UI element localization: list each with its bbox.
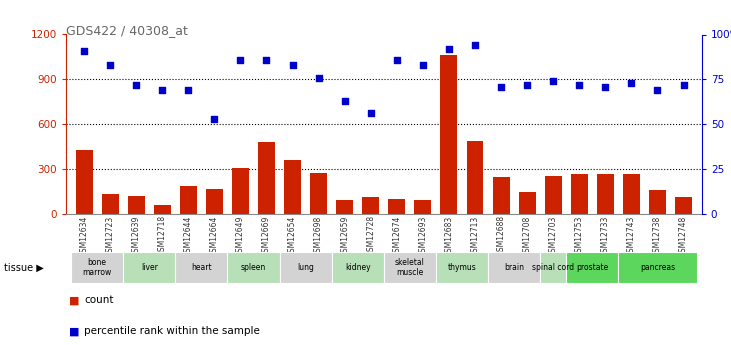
Point xyxy=(548,78,559,84)
Point xyxy=(261,57,273,62)
Point xyxy=(626,80,637,86)
Text: bone
marrow: bone marrow xyxy=(83,258,112,277)
Bar xyxy=(545,176,561,214)
Bar xyxy=(363,197,379,214)
Bar xyxy=(596,174,614,214)
Text: prostate: prostate xyxy=(576,263,608,272)
Point xyxy=(78,48,90,53)
Point xyxy=(417,62,428,68)
Point xyxy=(287,62,298,68)
Text: liver: liver xyxy=(141,263,158,272)
Point xyxy=(651,87,663,93)
Text: spleen: spleen xyxy=(240,263,266,272)
Bar xyxy=(388,199,405,214)
Bar xyxy=(232,168,249,214)
Bar xyxy=(336,200,353,214)
Bar xyxy=(206,189,223,214)
Bar xyxy=(441,56,458,214)
Text: kidney: kidney xyxy=(345,263,371,272)
Bar xyxy=(102,195,118,214)
Text: ■: ■ xyxy=(69,295,80,305)
Point xyxy=(391,57,403,62)
Point xyxy=(573,82,585,88)
Text: GDS422 / 40308_at: GDS422 / 40308_at xyxy=(66,24,188,37)
Text: percentile rank within the sample: percentile rank within the sample xyxy=(84,326,260,336)
Bar xyxy=(75,150,93,214)
Bar xyxy=(675,197,692,214)
Bar xyxy=(623,174,640,214)
Text: ■: ■ xyxy=(69,326,80,336)
Bar xyxy=(227,252,279,283)
Bar xyxy=(493,177,510,214)
Text: skeletal
muscle: skeletal muscle xyxy=(395,258,425,277)
Point xyxy=(599,84,611,89)
Text: count: count xyxy=(84,295,113,305)
Point xyxy=(208,116,220,121)
Bar xyxy=(279,252,332,283)
Bar xyxy=(332,252,384,283)
Text: brain: brain xyxy=(504,263,524,272)
Bar xyxy=(466,141,483,214)
Text: pancreas: pancreas xyxy=(640,263,675,272)
Text: spinal cord: spinal cord xyxy=(532,263,575,272)
Bar xyxy=(180,186,197,214)
Bar xyxy=(519,192,536,214)
Bar xyxy=(123,252,175,283)
Point xyxy=(130,82,142,88)
Text: heart: heart xyxy=(191,263,212,272)
Point xyxy=(365,111,376,116)
Point xyxy=(495,84,507,89)
Bar xyxy=(571,174,588,214)
Point xyxy=(156,87,168,93)
Text: lung: lung xyxy=(297,263,314,272)
Point xyxy=(313,75,325,80)
Bar xyxy=(284,160,301,214)
Bar xyxy=(540,252,567,283)
Bar xyxy=(128,196,145,214)
Bar xyxy=(384,252,436,283)
Bar xyxy=(310,173,327,214)
Point xyxy=(521,82,533,88)
Bar xyxy=(488,252,540,283)
Bar xyxy=(618,252,697,283)
Point xyxy=(235,57,246,62)
Point xyxy=(443,46,455,52)
Point xyxy=(183,87,194,93)
Point xyxy=(339,98,351,104)
Text: tissue ▶: tissue ▶ xyxy=(4,263,43,272)
Text: thymus: thymus xyxy=(447,263,477,272)
Bar xyxy=(414,200,431,214)
Bar xyxy=(649,190,666,214)
Bar xyxy=(71,252,123,283)
Point xyxy=(469,42,481,48)
Bar xyxy=(436,252,488,283)
Bar xyxy=(258,142,275,214)
Bar xyxy=(567,252,618,283)
Point xyxy=(105,62,116,68)
Bar xyxy=(154,205,171,214)
Point xyxy=(678,82,689,88)
Bar xyxy=(175,252,227,283)
